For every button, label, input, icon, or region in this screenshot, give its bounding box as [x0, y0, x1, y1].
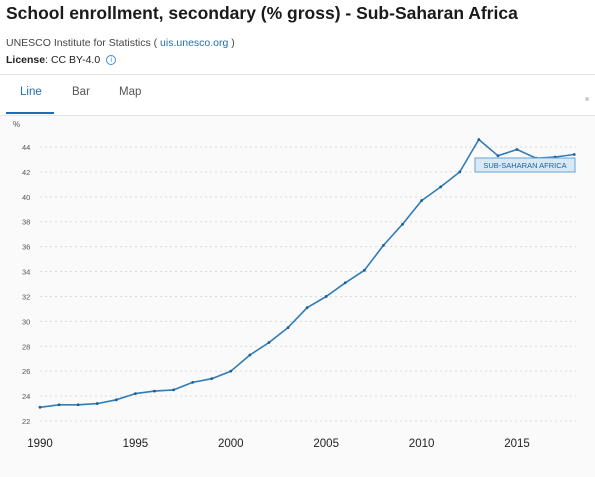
source-link[interactable]: uis.unesco.org: [160, 37, 229, 49]
license-value: : CC BY-4.0: [45, 54, 101, 66]
license-label: License: [6, 54, 46, 66]
x-tick-label: 2005: [313, 438, 339, 450]
y-tick-label: 34: [22, 268, 30, 277]
data-point: [267, 341, 271, 344]
y-tick-label: 36: [22, 243, 30, 252]
data-point: [496, 154, 500, 158]
y-tick-label: 32: [22, 292, 30, 301]
tab-line[interactable]: Line: [20, 86, 42, 98]
chart-title: School enrollment, secondary (% gross) -…: [6, 3, 518, 23]
data-point: [401, 222, 404, 226]
source-line: UNESCO Institute for Statistics ( uis.un…: [6, 37, 235, 49]
series-line: [39, 138, 575, 409]
data-point: [229, 369, 233, 373]
x-tick-label: 2015: [504, 438, 530, 450]
y-tick-label: 40: [22, 193, 30, 202]
data-point: [515, 148, 519, 151]
chart-tabs: Line Bar Map: [0, 75, 595, 116]
data-point: [286, 326, 290, 329]
y-tick-label: 30: [22, 317, 30, 326]
series-label-box: [474, 157, 576, 173]
info-icon[interactable]: i: [106, 55, 117, 65]
y-tick-label: 22: [22, 417, 30, 426]
y-axis-unit-label: %: [13, 120, 20, 129]
y-tick-label: 28: [22, 342, 30, 351]
data-point: [305, 306, 309, 310]
data-point: [343, 281, 347, 285]
data-point: [382, 243, 385, 247]
x-tick-label: 1995: [123, 438, 149, 450]
data-point: [362, 268, 366, 272]
data-point: [477, 138, 481, 141]
data-point: [458, 170, 462, 174]
data-point: [420, 199, 423, 202]
data-point: [210, 377, 214, 381]
y-tick-label: 38: [22, 218, 30, 227]
source-close: ): [231, 37, 235, 49]
data-point: [95, 402, 99, 405]
tab-bar[interactable]: Bar: [72, 86, 90, 98]
data-point: [172, 388, 175, 392]
license-line: License: CC BY-4.0 i: [6, 54, 117, 66]
y-tick-label: 42: [22, 168, 30, 177]
x-tick-label: 1990: [27, 438, 53, 450]
x-tick-label: 2000: [218, 438, 244, 450]
data-point: [114, 398, 118, 402]
data-point: [439, 185, 443, 189]
y-tick-label: 44: [22, 143, 30, 152]
active-tab-indicator: [6, 112, 54, 114]
y-tick-label: 26: [22, 367, 30, 376]
data-point: [572, 153, 576, 156]
y-tick-label: 24: [22, 392, 30, 401]
data-point: [57, 403, 61, 407]
data-point: [153, 389, 156, 393]
data-point: [191, 380, 195, 384]
source-text: UNESCO Institute for Statistics (: [6, 37, 158, 49]
data-point: [76, 403, 80, 407]
data-point: [248, 353, 252, 357]
chart-panel: Line Bar Map: [0, 74, 595, 477]
data-point: [134, 392, 137, 395]
data-point: [38, 405, 42, 409]
data-point: [324, 295, 328, 298]
resize-handle[interactable]: [585, 97, 589, 101]
tab-map[interactable]: Map: [119, 86, 142, 98]
series-label: SUB-SAHARAN AFRICA: [483, 161, 566, 170]
x-tick-label: 2010: [409, 438, 435, 450]
